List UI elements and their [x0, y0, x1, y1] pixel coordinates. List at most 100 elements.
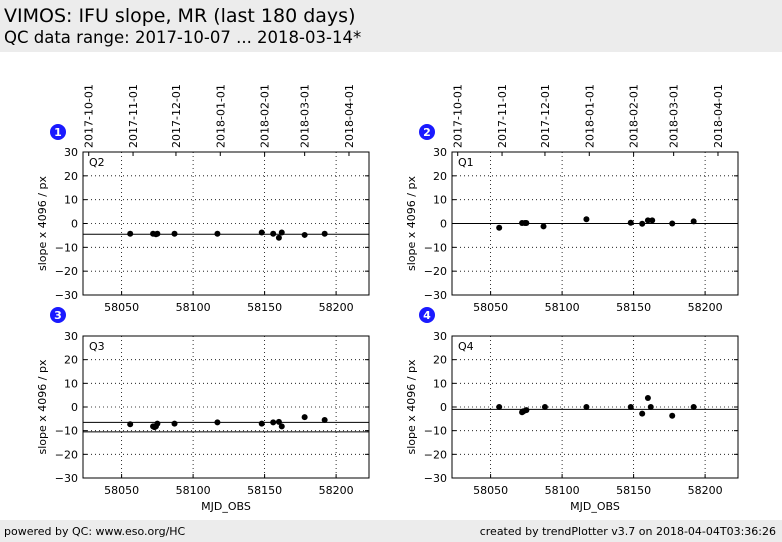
data-point [496, 404, 503, 410]
y-tick-label: 30 [64, 146, 78, 159]
y-tick-label: −30 [55, 472, 78, 485]
data-point [321, 417, 328, 424]
y-tick-label: −30 [55, 289, 78, 302]
panel-badge-number: 1 [54, 126, 62, 139]
date-tick-label: 2018-02-01 [628, 84, 641, 148]
y-tick-label: 20 [64, 354, 78, 367]
date-tick-label: 2018-01-01 [583, 84, 596, 148]
report-header: VIMOS: IFU slope, MR (last 180 days) QC … [0, 0, 782, 52]
data-point [214, 419, 221, 426]
footer-credit: powered by QC: www.eso.org/HC [4, 525, 186, 538]
plot-frame [82, 151, 370, 296]
data-point [583, 404, 590, 410]
panel-label: Q1 [458, 156, 474, 169]
data-point [540, 223, 547, 230]
data-point [275, 234, 282, 241]
y-tick-label: 30 [433, 330, 447, 343]
data-point [627, 404, 634, 410]
y-tick-label: −20 [424, 448, 447, 461]
x-tick-label: 58050 [104, 301, 139, 314]
footer-generator: created by trendPlotter v3.7 on 2018-04-… [479, 525, 776, 538]
panel-label: Q4 [458, 340, 474, 353]
date-tick-label: 2018-02-01 [259, 84, 272, 148]
data-point [321, 230, 328, 237]
y-axis-label: slope x 4096 / px [36, 359, 49, 454]
data-point [278, 423, 285, 430]
data-point [644, 217, 651, 224]
data-point [154, 420, 161, 427]
date-tick-label: 2018-03-01 [299, 84, 312, 148]
y-tick-label: 0 [440, 401, 447, 414]
panel-badge [50, 307, 66, 323]
panel-label: Q3 [89, 340, 105, 353]
chart-panel-4: 30 20 10 0 −10 −20 −30 58050 58100 58150 58200 slop… [405, 307, 739, 513]
data-point [541, 404, 548, 410]
date-tick-label: 2018-01-01 [214, 84, 227, 148]
panel-badge [419, 307, 435, 323]
y-tick-label: 10 [433, 194, 447, 207]
x-tick-label: 58150 [247, 484, 282, 497]
data-point [214, 230, 221, 237]
y-tick-label: −20 [55, 448, 78, 461]
x-tick-label: 58100 [545, 301, 580, 314]
x-axis-label: MJD_OBS [570, 500, 620, 513]
data-point [258, 229, 265, 236]
data-point [270, 419, 277, 426]
y-tick-label: 0 [71, 218, 78, 231]
data-point [639, 220, 646, 227]
x-tick-label: 58150 [616, 484, 651, 497]
x-tick-label: 58100 [545, 484, 580, 497]
y-tick-label: −30 [424, 472, 447, 485]
chart-panel-3: 30 20 10 0 −10 −20 −30 58050 58100 58150 58200 slop… [36, 307, 370, 513]
panel-badge [419, 124, 435, 140]
panel-badge-number: 3 [54, 309, 62, 322]
date-tick-label: 2018-04-01 [712, 84, 725, 148]
data-point [669, 220, 676, 227]
x-tick-label: 58200 [319, 484, 354, 497]
plot-frame [82, 335, 370, 479]
data-point [649, 217, 656, 224]
data-point [523, 220, 530, 227]
data-point [270, 230, 277, 237]
y-tick-label: 10 [64, 194, 78, 207]
data-point [496, 224, 503, 231]
date-tick-label: 2017-10-01 [83, 84, 96, 148]
data-point [627, 219, 634, 226]
data-point [639, 410, 646, 417]
data-point [644, 395, 651, 402]
x-tick-label: 58150 [616, 301, 651, 314]
y-tick-label: 30 [433, 146, 447, 159]
data-point [275, 418, 282, 425]
y-tick-label: −10 [55, 425, 78, 438]
date-tick-label: 2017-11-01 [496, 84, 509, 148]
y-tick-label: 10 [64, 377, 78, 390]
y-tick-label: −10 [55, 241, 78, 254]
y-axis-label: slope x 4096 / px [36, 176, 49, 271]
data-point [258, 420, 265, 427]
y-axis-label: slope x 4096 / px [405, 176, 418, 271]
data-point [690, 218, 697, 225]
data-point [523, 407, 530, 414]
date-tick-label: 2018-04-01 [343, 84, 356, 148]
chart-panel-2: 30 20 10 0 −10 −20 −30 58050 58100 58150 58200 2017… [405, 84, 739, 314]
x-tick-label: 58050 [104, 484, 139, 497]
date-tick-label: 2017-12-01 [170, 84, 183, 148]
date-tick-label: 2017-11-01 [127, 84, 140, 148]
x-tick-label: 58050 [473, 301, 508, 314]
y-tick-label: −10 [424, 425, 447, 438]
report-footer: powered by QC: www.eso.org/HC created by… [0, 520, 782, 542]
y-tick-label: −20 [55, 265, 78, 278]
data-point [127, 230, 134, 237]
x-axis-label: MJD_OBS [201, 500, 251, 513]
data-point [690, 404, 697, 410]
panel-label: Q2 [89, 156, 105, 169]
page-title: VIMOS: IFU slope, MR (last 180 days) [4, 5, 356, 27]
y-tick-label: −20 [424, 265, 447, 278]
y-tick-label: 10 [433, 377, 447, 390]
data-point [171, 230, 178, 237]
page-subtitle: QC data range: 2017-10-07 ... 2018-03-14… [4, 28, 362, 47]
panel-badge [50, 124, 66, 140]
data-point [301, 231, 308, 238]
data-point [669, 412, 676, 419]
